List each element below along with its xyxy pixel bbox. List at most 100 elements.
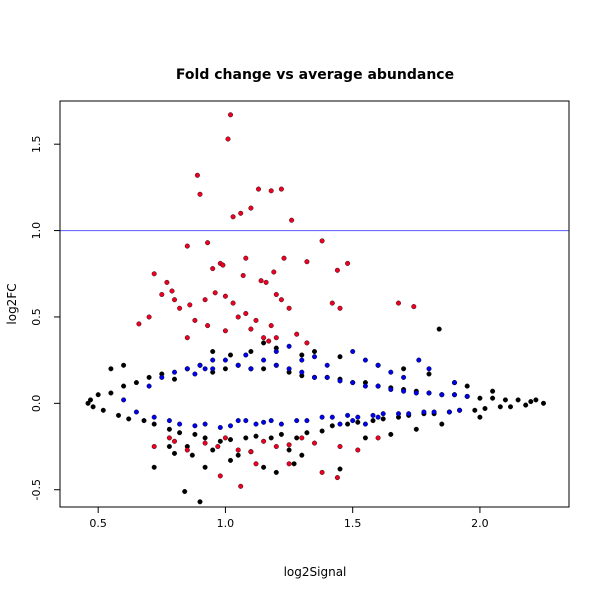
data-point: [227, 423, 233, 429]
data-point: [329, 300, 335, 306]
data-point: [205, 240, 211, 246]
y-axis-label: log2FC: [5, 283, 19, 324]
data-point: [294, 418, 300, 424]
data-point: [452, 380, 458, 386]
data-point: [230, 214, 236, 220]
data-point: [289, 217, 295, 223]
data-point: [380, 416, 386, 422]
data-point: [220, 262, 226, 268]
data-point: [177, 430, 183, 436]
data-point: [261, 419, 267, 425]
y-tick-label: -0.5: [30, 479, 43, 500]
data-point: [182, 489, 188, 495]
data-point: [169, 288, 175, 294]
data-point: [413, 390, 419, 396]
data-point: [136, 321, 142, 327]
data-point: [210, 266, 216, 272]
data-point: [225, 136, 231, 142]
data-point: [115, 412, 121, 418]
data-point: [431, 409, 437, 415]
data-point: [121, 383, 127, 389]
data-point: [192, 423, 198, 429]
data-point: [273, 349, 279, 355]
data-point: [337, 305, 343, 311]
data-point: [319, 238, 325, 244]
data-point: [184, 243, 190, 249]
data-point: [248, 326, 254, 332]
data-point: [299, 435, 305, 441]
data-point: [171, 369, 177, 375]
data-point: [286, 366, 292, 372]
data-point: [278, 421, 284, 427]
data-point: [268, 418, 274, 424]
y-tick-label: 1.0: [30, 222, 43, 240]
data-point: [268, 323, 274, 329]
data-point: [439, 421, 445, 427]
data-point: [482, 406, 488, 412]
data-point: [243, 255, 249, 261]
data-point: [312, 349, 318, 355]
plot-frame: [59, 100, 570, 508]
data-point: [217, 473, 223, 479]
data-point: [268, 435, 274, 441]
data-point: [370, 418, 376, 424]
data-point: [337, 421, 343, 427]
data-point: [464, 393, 470, 399]
data-point: [258, 278, 264, 284]
data-point: [457, 407, 463, 413]
data-point: [286, 343, 292, 349]
data-point: [334, 267, 340, 273]
data-point: [355, 414, 361, 420]
data-point: [294, 435, 300, 441]
y-axis: -0.5 0.0 0.5 1.0 1.5: [30, 135, 61, 500]
data-point: [508, 404, 514, 410]
data-point: [273, 335, 279, 341]
data-point: [256, 186, 262, 192]
data-point: [194, 172, 200, 178]
data-point: [523, 402, 529, 408]
data-points: [85, 112, 547, 505]
data-point: [345, 412, 351, 418]
data-point: [171, 438, 177, 444]
data-point: [184, 447, 190, 453]
data-point: [426, 366, 432, 372]
data-point: [235, 418, 241, 424]
data-point: [299, 352, 305, 358]
data-point: [278, 186, 284, 192]
data-point: [210, 357, 216, 363]
data-point: [355, 419, 361, 425]
data-point: [416, 357, 422, 363]
data-point: [230, 300, 236, 306]
data-point: [210, 349, 216, 355]
data-point: [304, 430, 310, 436]
data-point: [261, 366, 267, 372]
data-point: [248, 366, 254, 372]
y-tick-label: 1.5: [30, 135, 43, 153]
data-point: [217, 438, 223, 444]
data-point: [205, 323, 211, 329]
data-point: [375, 435, 381, 441]
data-point: [312, 374, 318, 380]
data-point: [426, 390, 432, 396]
data-point: [337, 466, 343, 472]
data-point: [202, 297, 208, 303]
data-point: [477, 395, 483, 401]
data-point: [95, 392, 101, 398]
data-point: [375, 383, 381, 389]
data-point: [235, 362, 241, 368]
data-point: [202, 421, 208, 427]
data-point: [87, 397, 93, 403]
data-point: [375, 414, 381, 420]
y-tick-label: 0.5: [30, 308, 43, 326]
data-point: [121, 362, 127, 368]
data-point: [192, 431, 198, 437]
x-tick-label: 2.0: [471, 517, 489, 530]
data-point: [406, 411, 412, 417]
data-point: [312, 440, 318, 446]
data-point: [227, 352, 233, 358]
data-point: [108, 366, 114, 372]
data-point: [248, 449, 254, 455]
data-point: [515, 397, 521, 403]
data-point: [222, 366, 228, 372]
